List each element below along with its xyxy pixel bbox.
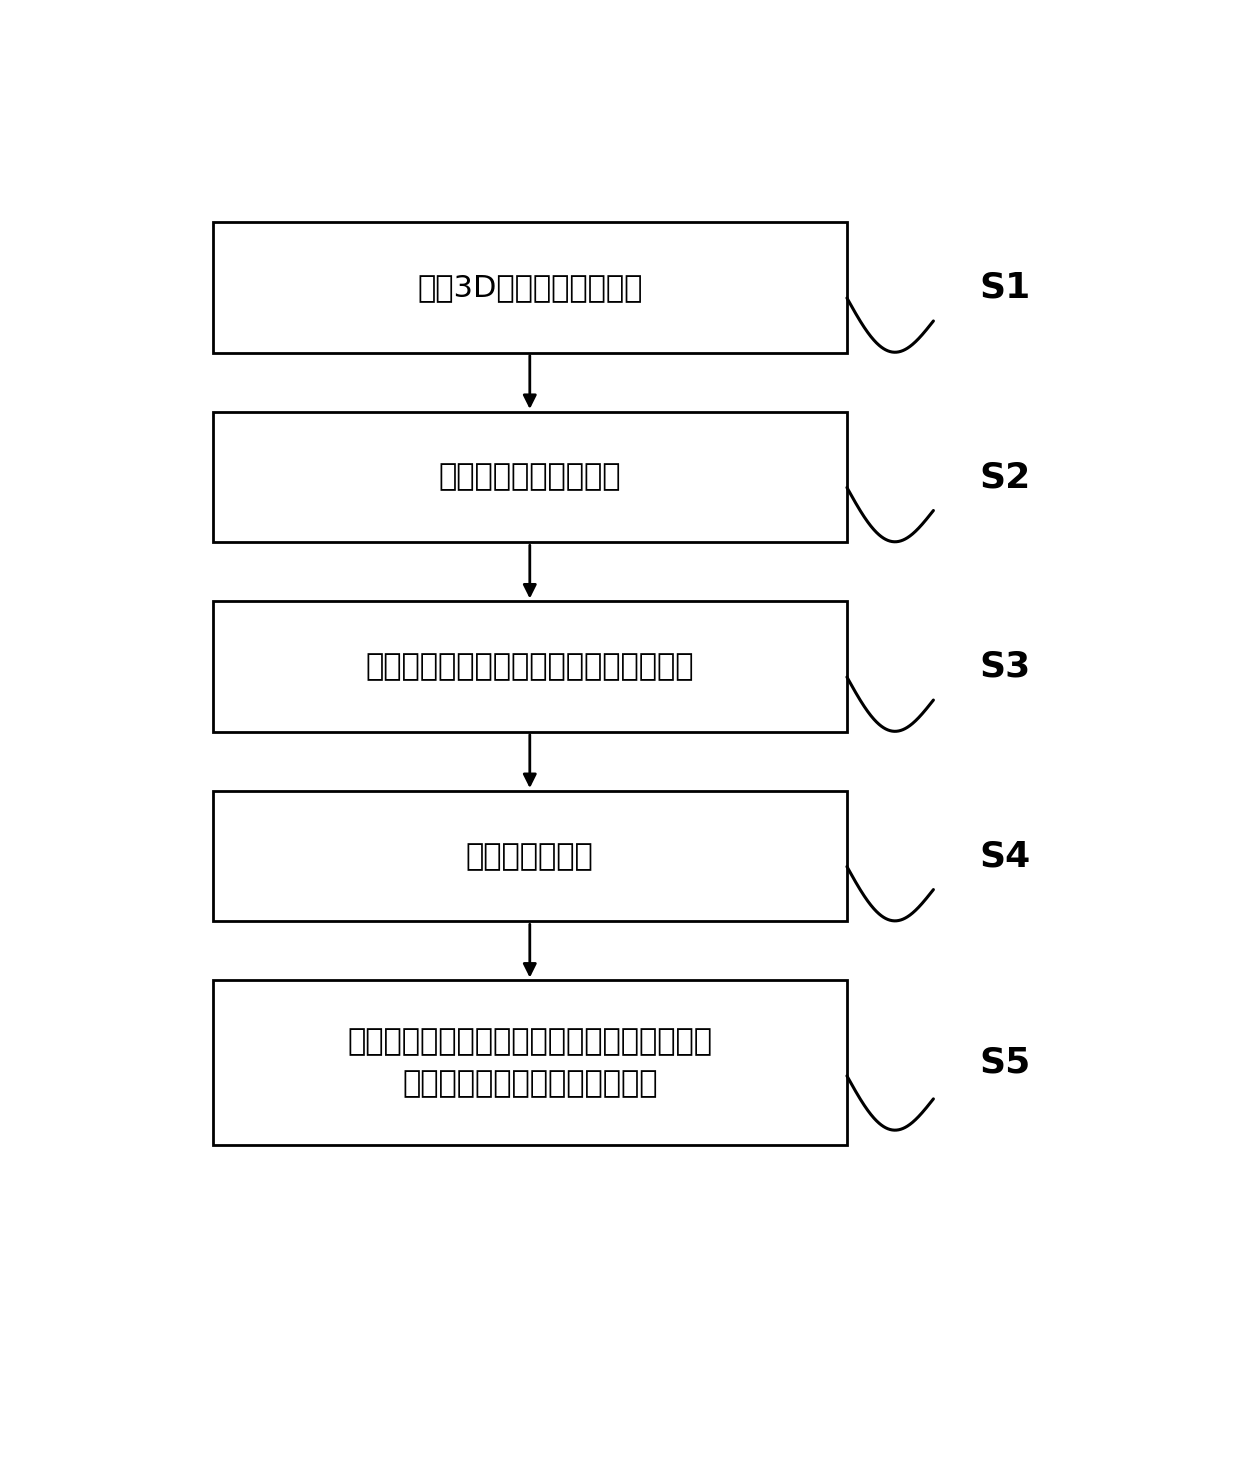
Text: S5: S5 xyxy=(980,1045,1032,1080)
Bar xyxy=(213,411,847,542)
Text: 以刻槽内最深点为起点，向前遍历确定刻槽右
端点；向后遍历确定刻槽左端点: 以刻槽内最深点为起点，向前遍历确定刻槽右 端点；向后遍历确定刻槽左端点 xyxy=(347,1027,712,1098)
Text: S1: S1 xyxy=(980,271,1032,305)
Text: 提取道面刻槽原纵剖面: 提取道面刻槽原纵剖面 xyxy=(439,463,621,492)
Text: S4: S4 xyxy=(980,839,1032,873)
Bar xyxy=(213,223,847,352)
Text: 获取3D道面刻槽纹理图像: 获取3D道面刻槽纹理图像 xyxy=(417,273,642,302)
Bar xyxy=(213,601,847,733)
Bar xyxy=(213,792,847,921)
Bar xyxy=(213,980,847,1145)
Text: 利用原纵剖面数据的一阶导数计算梯度值: 利用原纵剖面数据的一阶导数计算梯度值 xyxy=(366,652,694,681)
Text: S2: S2 xyxy=(980,460,1032,494)
Text: S3: S3 xyxy=(980,650,1032,684)
Text: 生成辅助纵剖线: 生成辅助纵剖线 xyxy=(466,842,594,871)
